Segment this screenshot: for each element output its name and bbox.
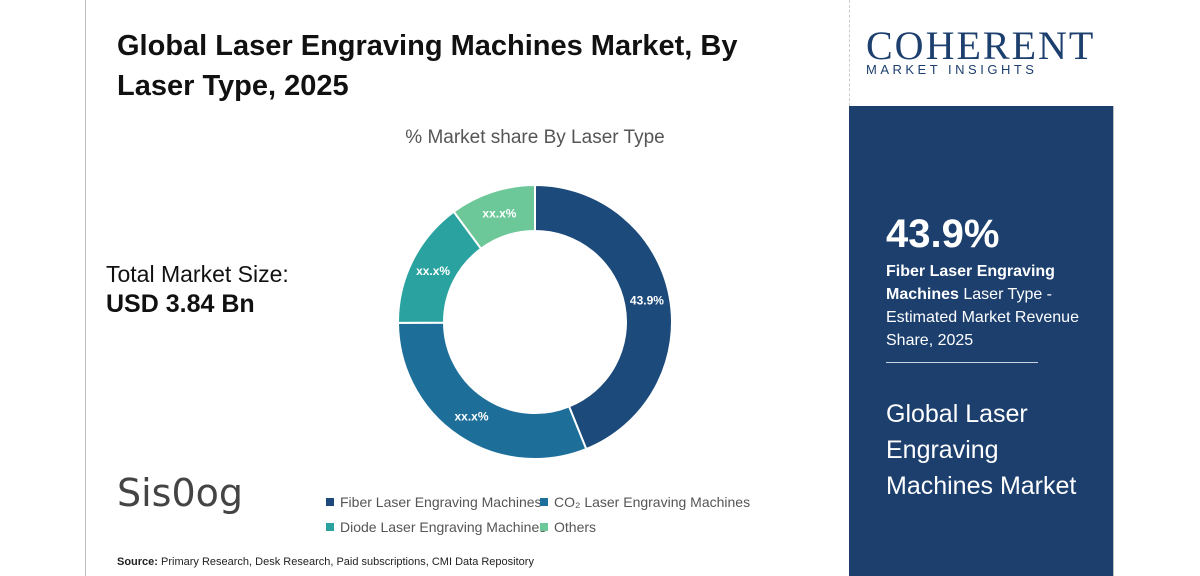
legend-swatch — [326, 523, 334, 531]
logo-area — [849, 0, 1114, 106]
slice-label-1: xx.x% — [455, 410, 489, 424]
market-size: Total Market Size: USD 3.84 Bn — [106, 261, 289, 319]
legend-swatch — [540, 498, 548, 506]
stat-desc-bold: Fiber Laser Engraving Machines — [886, 263, 1055, 303]
chart-subtitle: % Market share By Laser Type — [405, 127, 665, 148]
logo-main: COHERENT — [866, 23, 1096, 68]
side-panel — [849, 106, 1113, 576]
side-market-title: Global Laser Engraving Machines Market — [886, 400, 1077, 500]
market-size-label: Total Market Size: — [106, 261, 289, 287]
legend-item-diode: Diode Laser Engraving Machines — [326, 519, 546, 535]
donut-slice-1 — [396, 321, 588, 460]
source-text: Primary Research, Desk Research, Paid su… — [161, 556, 534, 568]
stat-desc-rest: Laser Type - Estimated Market Revenue Sh… — [886, 286, 1079, 349]
legend-swatch — [540, 523, 548, 531]
watermark-text: Sis0og — [117, 471, 243, 515]
logo-sub: MARKET INSIGHTS — [866, 62, 1038, 77]
source-note: Source: Primary Research, Desk Research,… — [117, 556, 534, 568]
slice-label-2: xx.x% — [416, 264, 450, 278]
legend-item-co2: CO₂ Laser Engraving Machines — [540, 494, 750, 510]
stat-value: 43.9% — [886, 212, 1000, 256]
legend-item-fiber: Fiber Laser Engraving Machines — [326, 494, 542, 510]
market-size-value: USD 3.84 Bn — [106, 290, 255, 318]
legend-item-others: Others — [540, 519, 596, 535]
right-border — [1113, 0, 1114, 576]
chart-title: Global Laser Engraving Machines Market, … — [117, 30, 738, 102]
sis0og-watermark: Sis0og — [117, 471, 243, 515]
stat-description: Fiber Laser Engraving Machines Laser Typ… — [886, 260, 1086, 352]
left-border — [85, 0, 86, 576]
legend-label: Others — [554, 519, 597, 535]
legend-label: Fiber Laser Engraving Machines — [340, 494, 542, 510]
slice-label-3: xx.x% — [482, 207, 516, 221]
legend-label: CO₂ Laser Engraving Machines — [554, 494, 751, 510]
donut-slice-0 — [534, 183, 673, 451]
side-divider — [886, 362, 1038, 363]
legend-swatch — [326, 498, 334, 506]
slice-label-0: 43.9% — [630, 293, 664, 307]
donut-slice-3 — [452, 183, 536, 251]
legend-label: Diode Laser Engraving Machines — [340, 519, 547, 535]
source-label: Source: — [117, 556, 158, 568]
